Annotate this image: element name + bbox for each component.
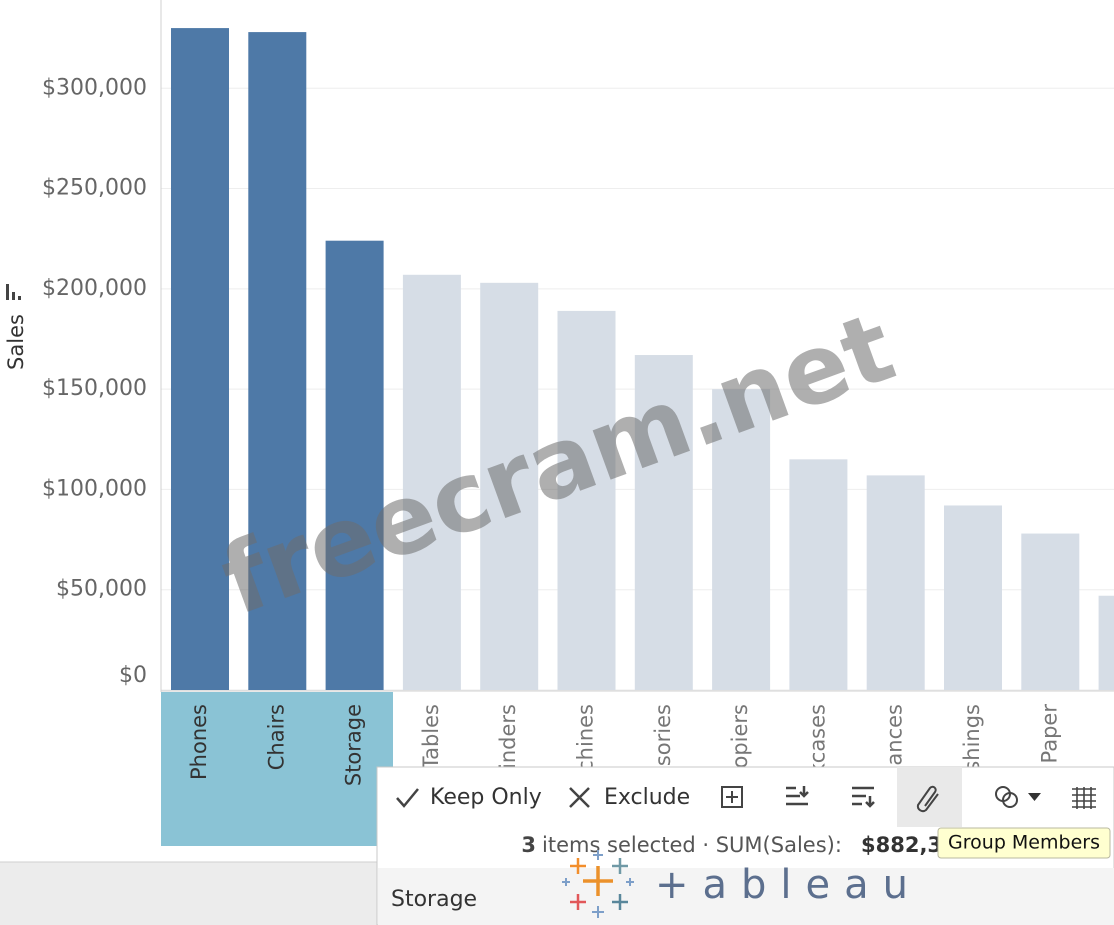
- y-tick-label: $150,000: [42, 376, 147, 401]
- x-tick-label: Phones: [187, 704, 211, 780]
- logo-cross: [612, 894, 628, 910]
- bar: [1098, 595, 1114, 690]
- x-tick-label: Paper: [1037, 704, 1061, 764]
- icon: [786, 786, 809, 806]
- grid-icon: [1072, 787, 1096, 809]
- tooltip: Group Members: [937, 827, 1111, 859]
- bar: [402, 274, 461, 690]
- icon: [726, 791, 738, 803]
- logo-cross: [583, 866, 613, 896]
- view-data-button[interactable]: [1072, 787, 1096, 809]
- bar: [325, 240, 384, 690]
- logo-cross: [562, 850, 634, 918]
- check-icon: [396, 788, 419, 808]
- dropdown-arrow: [1028, 793, 1041, 801]
- tableau-logo: +ableau: [562, 850, 922, 918]
- y-tick-label: $0: [119, 663, 147, 688]
- x-tick-label: Storage: [342, 704, 366, 786]
- icon: [1002, 792, 1018, 808]
- axis-icon: [12, 292, 15, 300]
- axis-icon: [18, 296, 21, 300]
- y-axis-title: Sales: [4, 284, 28, 370]
- y-tick-label: $100,000: [42, 476, 147, 501]
- group-members-button[interactable]: [897, 767, 962, 827]
- create-group-button[interactable]: [721, 786, 743, 808]
- tooltip-box: [937, 827, 1111, 859]
- y-axis-label: Sales: [4, 314, 28, 370]
- logo-cross: [570, 858, 586, 874]
- bar: [866, 475, 925, 690]
- selection-summary: items selected · SUM(Sales):: [542, 833, 842, 857]
- popup-row: [378, 868, 1114, 925]
- sort-ascending-button[interactable]: [786, 786, 809, 806]
- icon: [721, 786, 743, 808]
- bar: [557, 310, 616, 690]
- exclude-button[interactable]: Exclude: [569, 785, 690, 810]
- exclude-label: Exclude: [604, 785, 690, 810]
- paperclip-icon: [916, 785, 939, 813]
- bar: [480, 282, 539, 690]
- bar: [944, 505, 1002, 690]
- chart: $0 $50,000 $100,000 $150,000 $200,000 $250,00…: [42, 28, 1114, 827]
- bar: [1021, 533, 1080, 690]
- logo-cross: [612, 858, 628, 874]
- bar: [789, 459, 848, 690]
- selection-popup: Keep Only Exclude 3 items selected: [376, 766, 1114, 925]
- logo-text: +ableau: [655, 862, 922, 908]
- axis-icon: [6, 284, 9, 300]
- bar: [712, 389, 771, 690]
- selection-sum: $882,3: [861, 833, 942, 857]
- button-hover: [897, 767, 962, 827]
- x-tick-label: Chairs: [264, 704, 288, 770]
- logo-cross: [570, 894, 586, 910]
- y-tick-label: $200,000: [42, 276, 147, 301]
- sets-button[interactable]: [995, 786, 1041, 808]
- bar: [171, 28, 229, 690]
- keep-only-button[interactable]: Keep Only: [396, 785, 542, 810]
- sort-descending-button[interactable]: [852, 786, 875, 808]
- selected-count: 3: [521, 833, 536, 857]
- bar: [248, 32, 307, 691]
- popup-row-label: Storage: [391, 887, 477, 912]
- y-tick-label: $250,000: [42, 176, 147, 201]
- x-tick-label: Tables: [419, 704, 443, 770]
- y-tick-label: $300,000: [42, 75, 147, 100]
- y-tick-label: $50,000: [56, 577, 147, 602]
- selected-label-band: [161, 692, 393, 846]
- tooltip-text: Group Members: [948, 832, 1100, 854]
- bar: [634, 355, 693, 690]
- x-icon: [569, 787, 590, 808]
- keep-only-label: Keep Only: [430, 785, 542, 810]
- bottom-bar: [0, 862, 380, 925]
- icon: [852, 786, 875, 808]
